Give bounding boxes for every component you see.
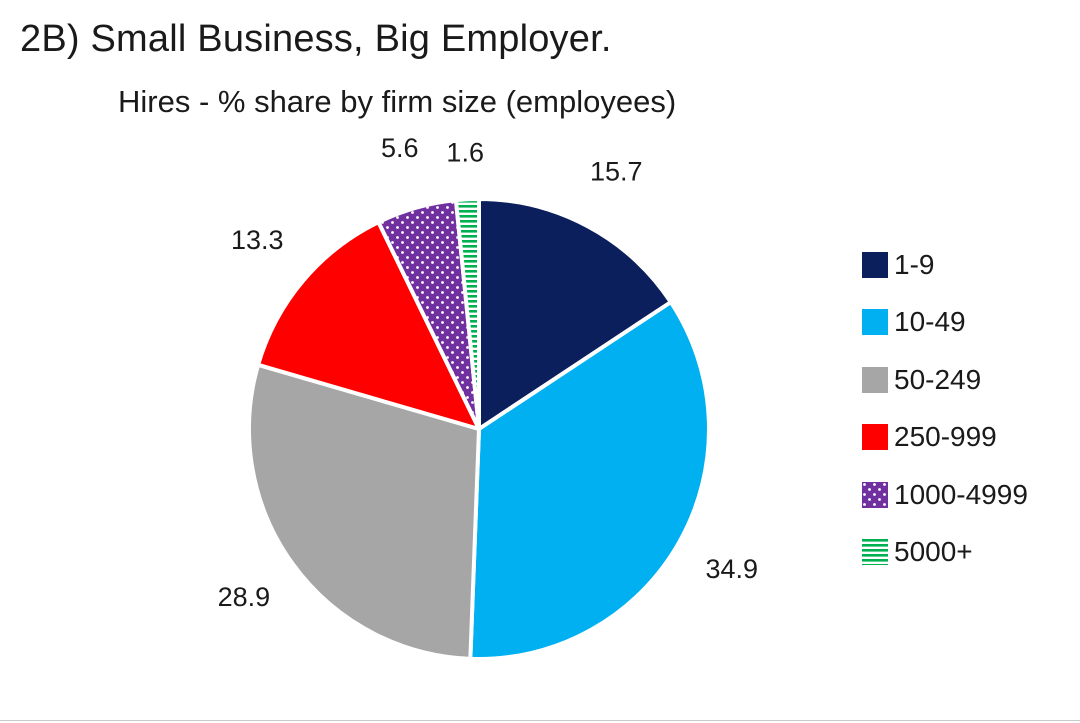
pie-label-10-49: 34.9 (706, 554, 759, 584)
legend-label: 250-999 (894, 421, 997, 453)
pie-slice-50-249 (247, 362, 481, 661)
pie-slices (247, 197, 711, 661)
legend-swatch (862, 539, 888, 566)
pie-label-1-9: 15.7 (590, 157, 643, 187)
pie-slice-5000plus (453, 197, 481, 431)
legend-label: 1-9 (894, 248, 935, 280)
chart-title: Hires - % share by firm size (employees) (118, 84, 677, 119)
pie-label-5000plus: 1.6 (446, 137, 484, 167)
pie-slice-250-999 (256, 220, 481, 431)
legend-item-1000-4999: 1000-4999 (862, 466, 1028, 524)
legend-swatch (862, 424, 888, 451)
legend-swatch (862, 309, 888, 336)
legend-item-1-9: 1-9 (862, 236, 1028, 294)
pie-slice-1-9 (477, 197, 673, 431)
pie-slice-10-49 (468, 300, 711, 661)
chart-legend: 1-9 10-49 50-249 250-999 1000-4999 5000+ (862, 236, 1028, 581)
legend-label: 1000-4999 (894, 478, 1028, 510)
legend-item-50-249: 50-249 (862, 351, 1028, 409)
figure-title: 2B) Small Business, Big Employer. (20, 18, 612, 60)
legend-label: 10-49 (894, 306, 966, 338)
legend-label: 50-249 (894, 363, 982, 395)
legend-item-250-999: 250-999 (862, 409, 1028, 467)
legend-item-5000plus: 5000+ (862, 524, 1028, 582)
pie-label-1000-4999: 5.6 (381, 133, 419, 163)
legend-item-10-49: 10-49 (862, 294, 1028, 352)
legend-label: 5000+ (894, 536, 973, 568)
bottom-divider (0, 720, 1080, 721)
pie-label-50-249: 28.9 (218, 582, 271, 612)
pie-data-labels: 15.7 34.9 28.9 13.3 5.6 1.6 (218, 133, 758, 612)
pie-label-250-999: 13.3 (231, 225, 284, 255)
legend-swatch (862, 481, 888, 508)
legend-swatch (862, 251, 888, 278)
legend-swatch (862, 366, 888, 393)
